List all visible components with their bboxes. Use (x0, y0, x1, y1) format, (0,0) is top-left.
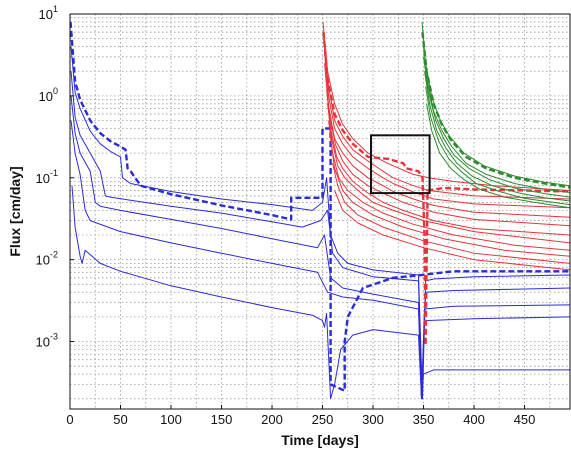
y-tick-label: 101 (39, 4, 58, 22)
series-line-red-12 (325, 74, 570, 227)
series-line-blue-2 (70, 46, 570, 400)
series-line-red-8 (322, 32, 570, 347)
y-tick-label: 10-1 (36, 168, 58, 186)
x-axis-label: Time [days] (281, 432, 359, 448)
series-line-red-14 (327, 103, 570, 244)
series-line-blue-6 (71, 185, 570, 400)
series-line-red-7 (322, 21, 570, 191)
y-tick-label: 100 (39, 86, 58, 104)
x-tick-label: 150 (211, 412, 233, 427)
series-line-green-21 (423, 46, 570, 193)
x-tick-label: 300 (362, 412, 384, 427)
series-line-red-15 (328, 120, 570, 251)
series-line-green-23 (424, 71, 570, 202)
series-line-green-20 (421, 32, 570, 189)
plot-series (70, 21, 570, 400)
x-tick-label: 200 (261, 412, 283, 427)
series-line-blue-5 (70, 120, 570, 400)
series-line-red-18 (334, 190, 570, 271)
series-line-green-22 (423, 56, 570, 198)
grid-lines (70, 14, 570, 409)
annotation-box (370, 134, 431, 195)
y-tick-label: 10-3 (36, 332, 58, 350)
x-tick-label: 50 (113, 412, 127, 427)
series-line-green-24 (425, 86, 570, 206)
series-group (70, 21, 570, 400)
y-axis-label: Flux [cm/day] (7, 166, 23, 256)
y-tick-label: 10-2 (36, 250, 58, 268)
y-axis-ticks: 101 100 10-1 10-2 10-3 (36, 4, 74, 350)
x-tick-label: 450 (514, 412, 536, 427)
x-axis-ticks: 0 50 100 150 200 250 300 350 400 450 (66, 405, 535, 427)
plot-frame (69, 13, 571, 410)
x-tick-label: 250 (312, 412, 334, 427)
series-line-red-11 (324, 63, 570, 218)
series-line-red-13 (326, 89, 570, 236)
series-line-red-16 (330, 138, 570, 257)
series-line-green-25 (426, 103, 570, 209)
series-line-green-19 (421, 21, 570, 187)
series-line-red-17 (332, 163, 570, 264)
series-line-red-10 (324, 51, 570, 209)
series-line-red-9 (323, 38, 570, 200)
x-tick-label: 400 (463, 412, 485, 427)
x-tick-label: 0 (66, 412, 73, 427)
x-tick-label: 100 (160, 412, 182, 427)
series-line-blue-1 (70, 21, 570, 392)
x-tick-label: 350 (413, 412, 435, 427)
